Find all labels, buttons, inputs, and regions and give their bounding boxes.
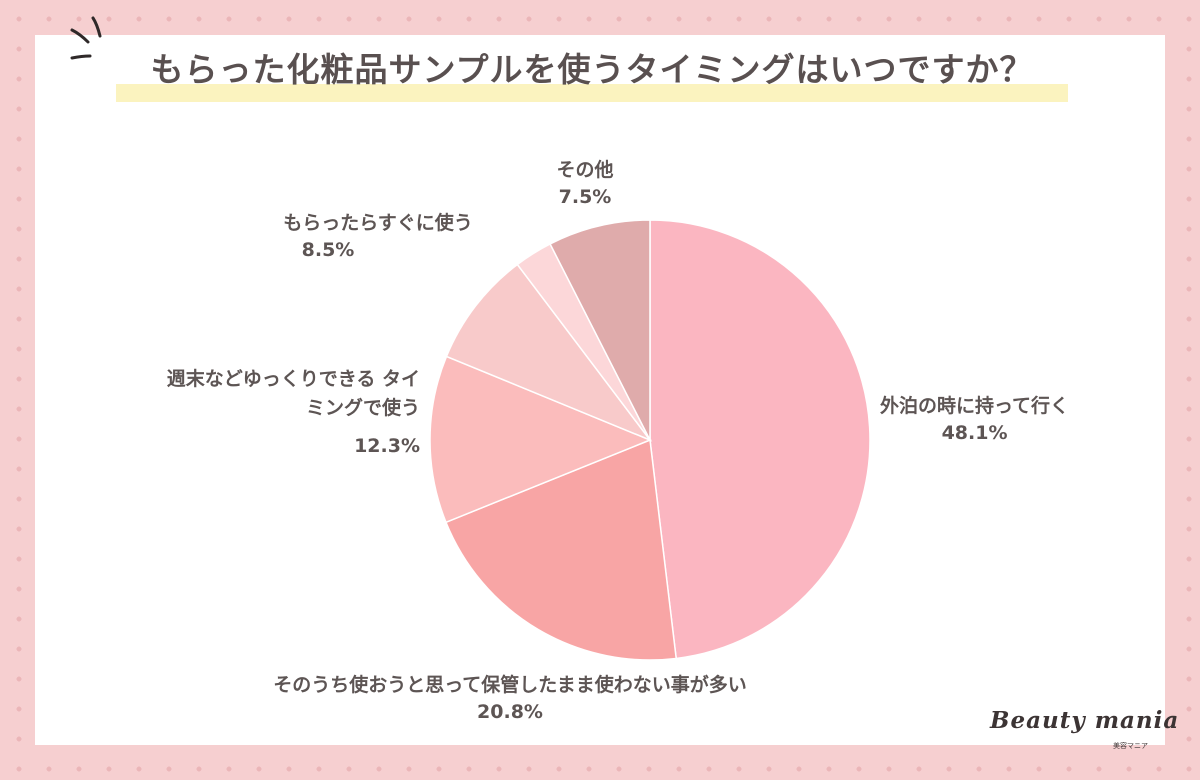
- slice-label-unused: そのうち使おうと思って保管したまま使わない事が多い 20.8%: [190, 672, 830, 726]
- slice-label-value: 20.8%: [477, 701, 543, 723]
- pie-slice-5: [549, 219, 651, 441]
- slice-label-immediately: もらったらすぐに使う 8.5%: [258, 210, 498, 264]
- title-sparkle-icon: [70, 16, 102, 60]
- title-block: もらった化粧品サンプルを使うタイミングはいつですか？: [116, 46, 1068, 102]
- slice-label-value: 7.5%: [558, 186, 612, 208]
- pie-slice-0: [649, 219, 871, 660]
- pie-slice-3: [445, 263, 653, 442]
- slice-label-text: その他: [556, 159, 614, 181]
- slice-label-text: 外泊の時に持って行く: [880, 395, 1070, 417]
- brand-logo: Beauty mania 美容マニア: [990, 707, 1180, 755]
- slice-label-text: もらったらすぐに使う: [283, 212, 473, 234]
- slice-label-value: 12.3%: [354, 435, 420, 457]
- pie-slice-1: [444, 438, 678, 661]
- pie-slice-2: [429, 355, 652, 524]
- slice-label-text: 週末などゆっくりできる タイミングで使う: [166, 368, 420, 419]
- slice-label-overnight: 外泊の時に持って行く 48.1%: [880, 393, 1069, 447]
- slice-label-other: その他 7.5%: [540, 157, 630, 211]
- title-highlight: [116, 84, 1068, 102]
- slice-label-text: そのうち使おうと思って保管したまま使わない事が多い: [273, 674, 747, 696]
- logo-subtext: 美容マニア: [1113, 742, 1148, 750]
- slice-label-value: 8.5%: [301, 239, 355, 261]
- slice-label-value: 48.1%: [941, 422, 1008, 444]
- logo-text: Beauty mania: [990, 707, 1180, 734]
- chart-title: もらった化粧品サンプルを使うタイミングはいつですか？: [150, 50, 1034, 89]
- slice-label-weekend: 週末などゆっくりできる タイミングで使う 12.3%: [120, 365, 420, 460]
